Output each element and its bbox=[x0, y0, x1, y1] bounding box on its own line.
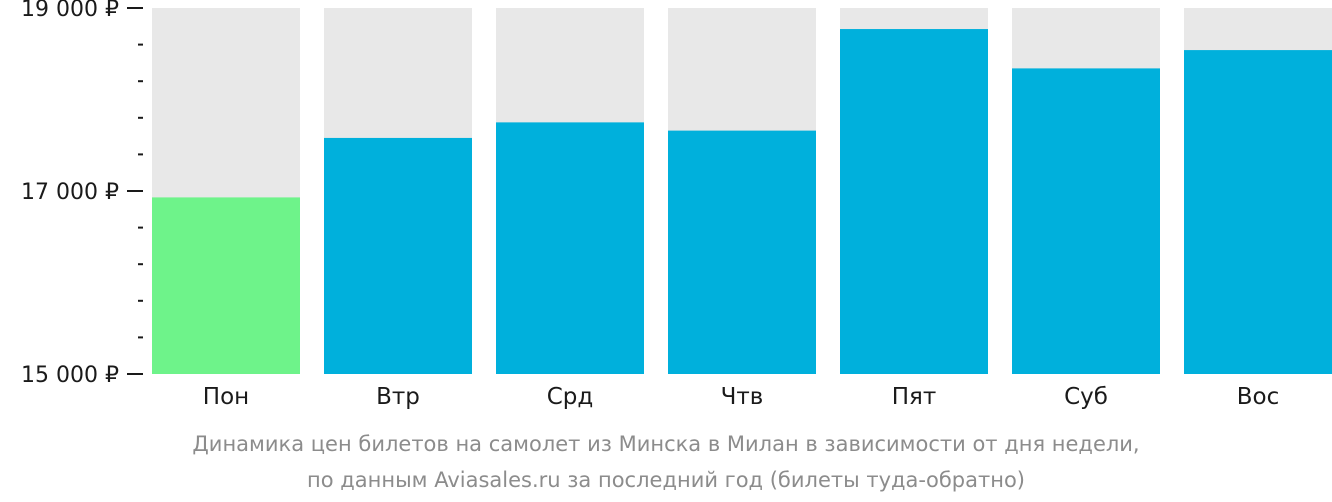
x-category-label: Суб bbox=[1064, 384, 1108, 410]
bar-3[interactable] bbox=[496, 122, 644, 374]
bars bbox=[152, 8, 1332, 375]
x-category-label: Втр bbox=[376, 384, 420, 410]
y-tick-label: 15 000 ₽ bbox=[21, 363, 119, 388]
bar-5[interactable] bbox=[840, 29, 988, 374]
bar-4[interactable] bbox=[668, 130, 816, 374]
x-category-label: Срд bbox=[547, 384, 594, 410]
x-axis-labels: Пон Втр Срд Чтв Пят Суб Вос bbox=[203, 384, 1279, 410]
y-tick-label: 19 000 ₽ bbox=[21, 0, 119, 22]
bar-2[interactable] bbox=[324, 137, 472, 374]
bar-7[interactable] bbox=[1184, 50, 1332, 375]
chart-caption-line-1: Динамика цен билетов на самолет из Минск… bbox=[192, 432, 1140, 456]
chart-caption-line-2: по данным Aviasales.ru за последний год … bbox=[307, 468, 1025, 492]
bar-1[interactable] bbox=[152, 197, 300, 374]
x-category-label: Чтв bbox=[721, 384, 764, 410]
x-category-label: Пон bbox=[203, 384, 249, 410]
y-tick-label: 17 000 ₽ bbox=[21, 180, 119, 205]
x-category-label: Пят bbox=[892, 384, 937, 410]
x-category-label: Вос bbox=[1237, 384, 1280, 410]
y-axis: 15 000 ₽ 17 000 ₽ 19 000 ₽ bbox=[21, 0, 143, 388]
bar-6[interactable] bbox=[1012, 68, 1160, 374]
